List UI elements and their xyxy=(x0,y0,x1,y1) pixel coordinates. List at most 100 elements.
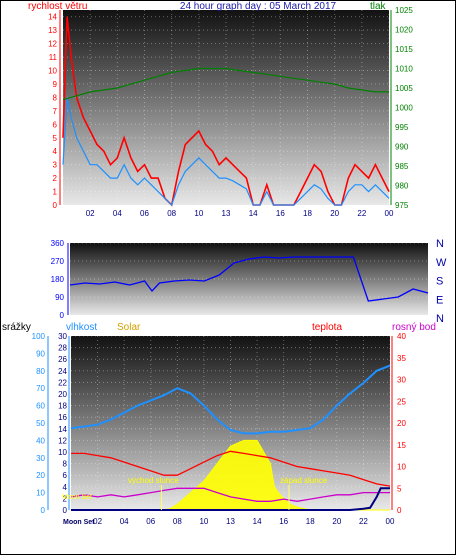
wind-x-tick-label: 10 xyxy=(194,209,203,218)
pressure-y-tick-label: 995 xyxy=(395,123,409,132)
wind-plot-series xyxy=(62,16,390,207)
rain-y-tick-label: 60 xyxy=(36,402,45,411)
wind-x-tick-label: 16 xyxy=(276,209,285,218)
direction-y-tick-label: 180 xyxy=(51,275,65,284)
wind-y-tick-label: 10 xyxy=(48,67,57,76)
direction-y-tick-label: 0 xyxy=(60,311,65,320)
wind-x-tick-label: 20 xyxy=(330,209,339,218)
multi-plot-ticks: 0102030405060708090100024681012141618202… xyxy=(32,332,407,526)
wind-y-tick-label: 2 xyxy=(53,174,58,183)
wind-y-tick-label: 1 xyxy=(53,188,58,197)
rain-y-tick-label: 0 xyxy=(41,506,46,515)
multi-x-tick-label: 20 xyxy=(332,517,341,526)
humidity-y-tick-label: 16 xyxy=(58,413,67,422)
multi-series-line-3 xyxy=(71,450,391,487)
pressure-y-tick-label: 1005 xyxy=(395,84,413,93)
direction-compass-label: W xyxy=(436,257,447,269)
humidity-y-tick-label: 30 xyxy=(58,332,67,341)
direction-compass-label: N xyxy=(436,313,444,325)
temperature-y-tick-label: 0 xyxy=(397,506,402,515)
pressure-y-tick-label: 1010 xyxy=(395,65,413,74)
wind-x-tick-label: 18 xyxy=(303,209,312,218)
rain-y-tick-label: 50 xyxy=(36,419,45,428)
direction-compass-label: S xyxy=(436,276,443,288)
multi-x-tick-label: 14 xyxy=(253,517,262,526)
multi-x-tick-label: 08 xyxy=(173,517,182,526)
wind-x-tick-label: 06 xyxy=(140,209,149,218)
wind-pressure-chart: 0123456789101112131497598098599099510001… xyxy=(28,1,413,218)
solar-area xyxy=(71,439,390,511)
temperature-y-tick-label: 20 xyxy=(397,419,406,428)
temperature-axis-title: teplota xyxy=(312,322,342,333)
temperature-y-tick-label: 40 xyxy=(397,332,406,341)
multi-x-tick-label: 16 xyxy=(279,517,288,526)
multi-x-tick-label: 13 xyxy=(226,517,235,526)
temperature-y-tick-label: 25 xyxy=(397,397,406,406)
humidity-y-tick-label: 10 xyxy=(58,448,67,457)
multi-x-tick-label: 10 xyxy=(199,517,208,526)
rain-y-tick-label: 20 xyxy=(36,471,45,480)
rain-axis-title: srážky xyxy=(2,322,31,333)
wind-x-tick-label: 08 xyxy=(167,209,176,218)
wind-y-tick-label: 8 xyxy=(53,93,58,102)
humidity-y-tick-label: 14 xyxy=(58,425,67,434)
wind-x-tick-label: 13 xyxy=(222,209,231,218)
wind-y-tick-label: 4 xyxy=(53,147,58,156)
multi-x-tick-label: 04 xyxy=(120,517,129,526)
temperature-y-tick-label: 10 xyxy=(397,463,406,472)
direction-y-tick-label: 90 xyxy=(55,293,64,302)
humidity-y-tick-label: 0 xyxy=(63,506,68,515)
wind-x-tick-label: 14 xyxy=(249,209,258,218)
wind-plot-ticks: 0123456789101112131497598098599099510001… xyxy=(48,6,413,218)
wind-y-tick-label: 12 xyxy=(48,40,57,49)
wind-y-tick-label: 13 xyxy=(48,26,57,35)
direction-plot-series xyxy=(69,256,429,302)
wind-x-tick-label: 02 xyxy=(86,209,95,218)
sunrise-label: východ slunce xyxy=(128,476,179,485)
wind-y-tick-label: 3 xyxy=(53,161,58,170)
pressure-y-tick-label: 980 xyxy=(395,182,409,191)
moonset-axis-label: Moon Set xyxy=(63,519,95,526)
wind-plot-background xyxy=(63,10,389,205)
humidity-y-tick-label: 20 xyxy=(58,390,67,399)
humidity-y-tick-label: 2 xyxy=(63,494,68,503)
wind-x-tick-label: 00 xyxy=(385,209,394,218)
multi-series-line-5 xyxy=(71,487,390,511)
multi-x-tick-label: 00 xyxy=(386,517,395,526)
wind-series-line-2 xyxy=(62,97,390,207)
dewpoint-axis-title: rosný bod xyxy=(392,322,436,333)
pressure-y-tick-label: 985 xyxy=(395,162,409,171)
temperature-y-tick-label: 35 xyxy=(397,354,406,363)
humidity-y-tick-label: 28 xyxy=(58,344,67,353)
rain-y-tick-label: 40 xyxy=(36,436,45,445)
wind-y-tick-label: 11 xyxy=(49,53,58,62)
humidity-y-tick-label: 18 xyxy=(58,402,67,411)
multi-series-line-4 xyxy=(70,487,390,502)
rain-y-tick-label: 100 xyxy=(32,332,46,341)
pressure-y-tick-label: 1025 xyxy=(395,6,413,15)
sunset-label: západ slunce xyxy=(280,476,328,485)
humidity-y-tick-label: 8 xyxy=(63,460,68,469)
rain-y-tick-label: 70 xyxy=(36,384,45,393)
wind-x-tick-label: 04 xyxy=(113,209,122,218)
humidity-y-tick-label: 26 xyxy=(58,355,67,364)
pressure-y-tick-label: 990 xyxy=(395,143,409,152)
temperature-y-tick-label: 15 xyxy=(397,441,406,450)
wind-plot-grid xyxy=(63,10,390,206)
wind-y-tick-label: 14 xyxy=(48,13,57,22)
multi-x-tick-label: 22 xyxy=(359,517,368,526)
rain-y-tick-label: 10 xyxy=(36,489,45,498)
wind-axis-title: rychlost větru xyxy=(28,1,87,12)
pressure-y-tick-label: 1015 xyxy=(395,45,413,54)
multi-x-tick-label: 06 xyxy=(146,517,155,526)
moonset-label: Moon Set xyxy=(62,494,92,501)
humidity-y-tick-label: 4 xyxy=(63,483,68,492)
wind-y-tick-label: 7 xyxy=(53,107,58,116)
direction-series-line xyxy=(69,256,429,302)
multi-x-tick-label: 18 xyxy=(306,517,315,526)
direction-y-tick-label: 270 xyxy=(51,257,65,266)
direction-compass-label: E xyxy=(436,294,443,306)
wind-series-line-1 xyxy=(62,16,390,207)
